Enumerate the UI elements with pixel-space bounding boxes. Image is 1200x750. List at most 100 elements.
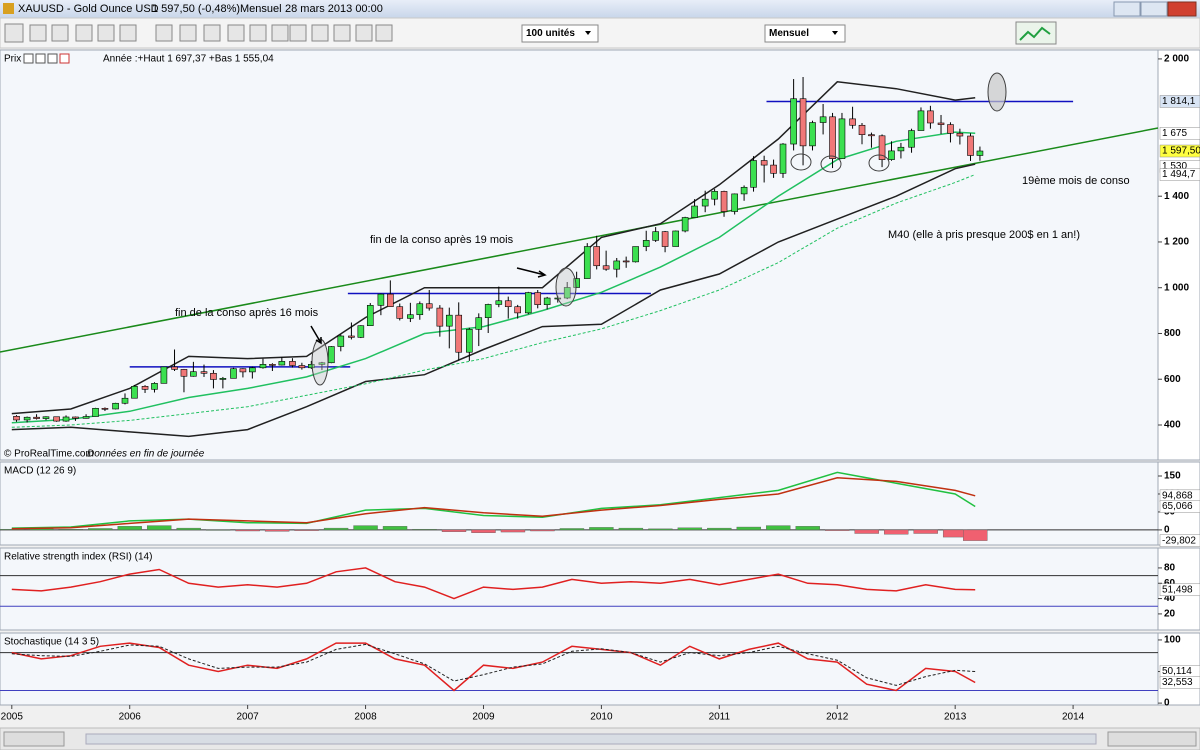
tool-line[interactable]: [97, 24, 115, 42]
tool-hammer[interactable]: [249, 24, 267, 42]
tool-fan[interactable]: [203, 24, 221, 42]
histogram-bar: [471, 529, 496, 533]
candle-body: [298, 365, 306, 369]
tool-draw[interactable]: [375, 24, 393, 42]
drawings: [310, 72, 1007, 386]
candle-body: [661, 231, 669, 247]
candle-body: [190, 371, 197, 377]
y-tick-label: 600: [1164, 374, 1181, 385]
tool-channel[interactable]: [155, 24, 173, 42]
histogram-bar: [707, 527, 732, 531]
value-marker-label: 1 597,50: [1162, 146, 1200, 157]
toolbar: [0, 17, 1200, 49]
timeframe: Mensuel: [240, 3, 282, 15]
candle-body: [888, 150, 895, 160]
candle-body: [908, 130, 915, 148]
candle-body: [337, 335, 345, 347]
indicators-button[interactable]: [1015, 21, 1057, 45]
tool-delete[interactable]: [355, 24, 373, 42]
zoom-buttons[interactable]: [1107, 731, 1197, 747]
scrollbar[interactable]: [85, 733, 1097, 745]
candle-body: [387, 293, 394, 308]
tool-arrow[interactable]: [333, 24, 351, 42]
candle-body: [927, 110, 934, 124]
candle-body: [269, 364, 276, 366]
histogram-bar: [884, 529, 909, 535]
ellipse: [820, 155, 842, 173]
histogram-bar: [648, 528, 673, 531]
tool-arc[interactable]: [227, 24, 245, 42]
close-button[interactable]: [1167, 1, 1197, 17]
units-dropdown[interactable]: [521, 24, 599, 43]
candle-body: [484, 304, 492, 318]
candle-body: [92, 407, 99, 417]
candle-body: [366, 305, 374, 326]
candle-body: [829, 116, 836, 159]
tool-cross[interactable]: [75, 24, 93, 42]
annotation: 19ème mois de conso: [1022, 175, 1130, 187]
panel-title: MACD (12 26 9): [4, 466, 76, 477]
panel-title: Prix: [4, 54, 21, 65]
value-marker: [1159, 534, 1200, 547]
histogram-bar: [146, 525, 172, 531]
candle-body: [642, 240, 650, 247]
tool-zoom[interactable]: [51, 24, 69, 42]
tool-text[interactable]: [311, 24, 329, 42]
x-tick-label: 2014: [1062, 712, 1085, 723]
tool-fib[interactable]: [179, 24, 197, 42]
candle-body: [53, 416, 60, 422]
title-bar: [0, 0, 1200, 18]
candle-body: [475, 317, 483, 330]
candle-body: [13, 416, 20, 421]
histogram-bar: [589, 527, 614, 531]
panel: [0, 547, 1159, 631]
candle-body: [711, 191, 718, 200]
candle-body: [770, 164, 777, 174]
tool-ruler[interactable]: [29, 24, 47, 42]
candle-body: [348, 335, 355, 338]
x-tick-label: 2010: [590, 712, 613, 723]
candle-body: [613, 260, 621, 270]
x-tick-label: 2005: [1, 712, 24, 723]
y-tick-label: 40: [1164, 593, 1176, 604]
candle-body: [799, 98, 807, 147]
maximize-button[interactable]: [1140, 1, 1168, 17]
scroll-buttons[interactable]: [3, 731, 65, 747]
candle-body: [396, 306, 404, 319]
candle-body: [652, 231, 659, 241]
candle-body: [239, 368, 247, 373]
dropdown-arrow: [832, 31, 838, 35]
candle-body: [425, 303, 433, 309]
x-tick-label: 2008: [354, 712, 377, 723]
histogram-bar: [264, 529, 290, 532]
y-tick-label: 0: [1164, 698, 1170, 709]
value-marker-label: -29,802: [1162, 535, 1196, 546]
tool-trend[interactable]: [119, 24, 137, 42]
candle-body: [760, 160, 768, 166]
value-marker-label: 65,066: [1162, 501, 1193, 512]
candle-body: [701, 198, 709, 207]
period-dropdown[interactable]: [764, 24, 846, 43]
minimize-button[interactable]: [1113, 1, 1141, 17]
panel: [0, 49, 1159, 461]
candle-body: [543, 297, 551, 305]
series-line: [11, 163, 976, 438]
x-tick-label: 2007: [237, 712, 260, 723]
candle-body: [72, 416, 79, 419]
candle-body: [249, 367, 256, 373]
ellipse: [987, 72, 1007, 112]
tool-triangle[interactable]: [289, 24, 307, 42]
candle-body: [731, 193, 738, 212]
tool-wave[interactable]: [271, 24, 289, 42]
candle-body: [819, 116, 827, 123]
panel-title: Stochastique (14 3 5): [4, 637, 99, 648]
candle-body: [436, 307, 444, 327]
value-marker: [1159, 127, 1200, 140]
candle-body: [357, 325, 365, 338]
drawn-line: [0, 127, 1159, 353]
histogram-bar: [559, 528, 585, 531]
tool-cursor[interactable]: [4, 23, 24, 43]
histogram-bar: [795, 526, 820, 531]
y-tick-label: 0: [1164, 525, 1170, 536]
series-line: [11, 131, 976, 424]
